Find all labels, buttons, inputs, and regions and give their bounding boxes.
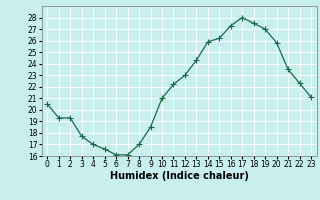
X-axis label: Humidex (Indice chaleur): Humidex (Indice chaleur) [110,171,249,181]
